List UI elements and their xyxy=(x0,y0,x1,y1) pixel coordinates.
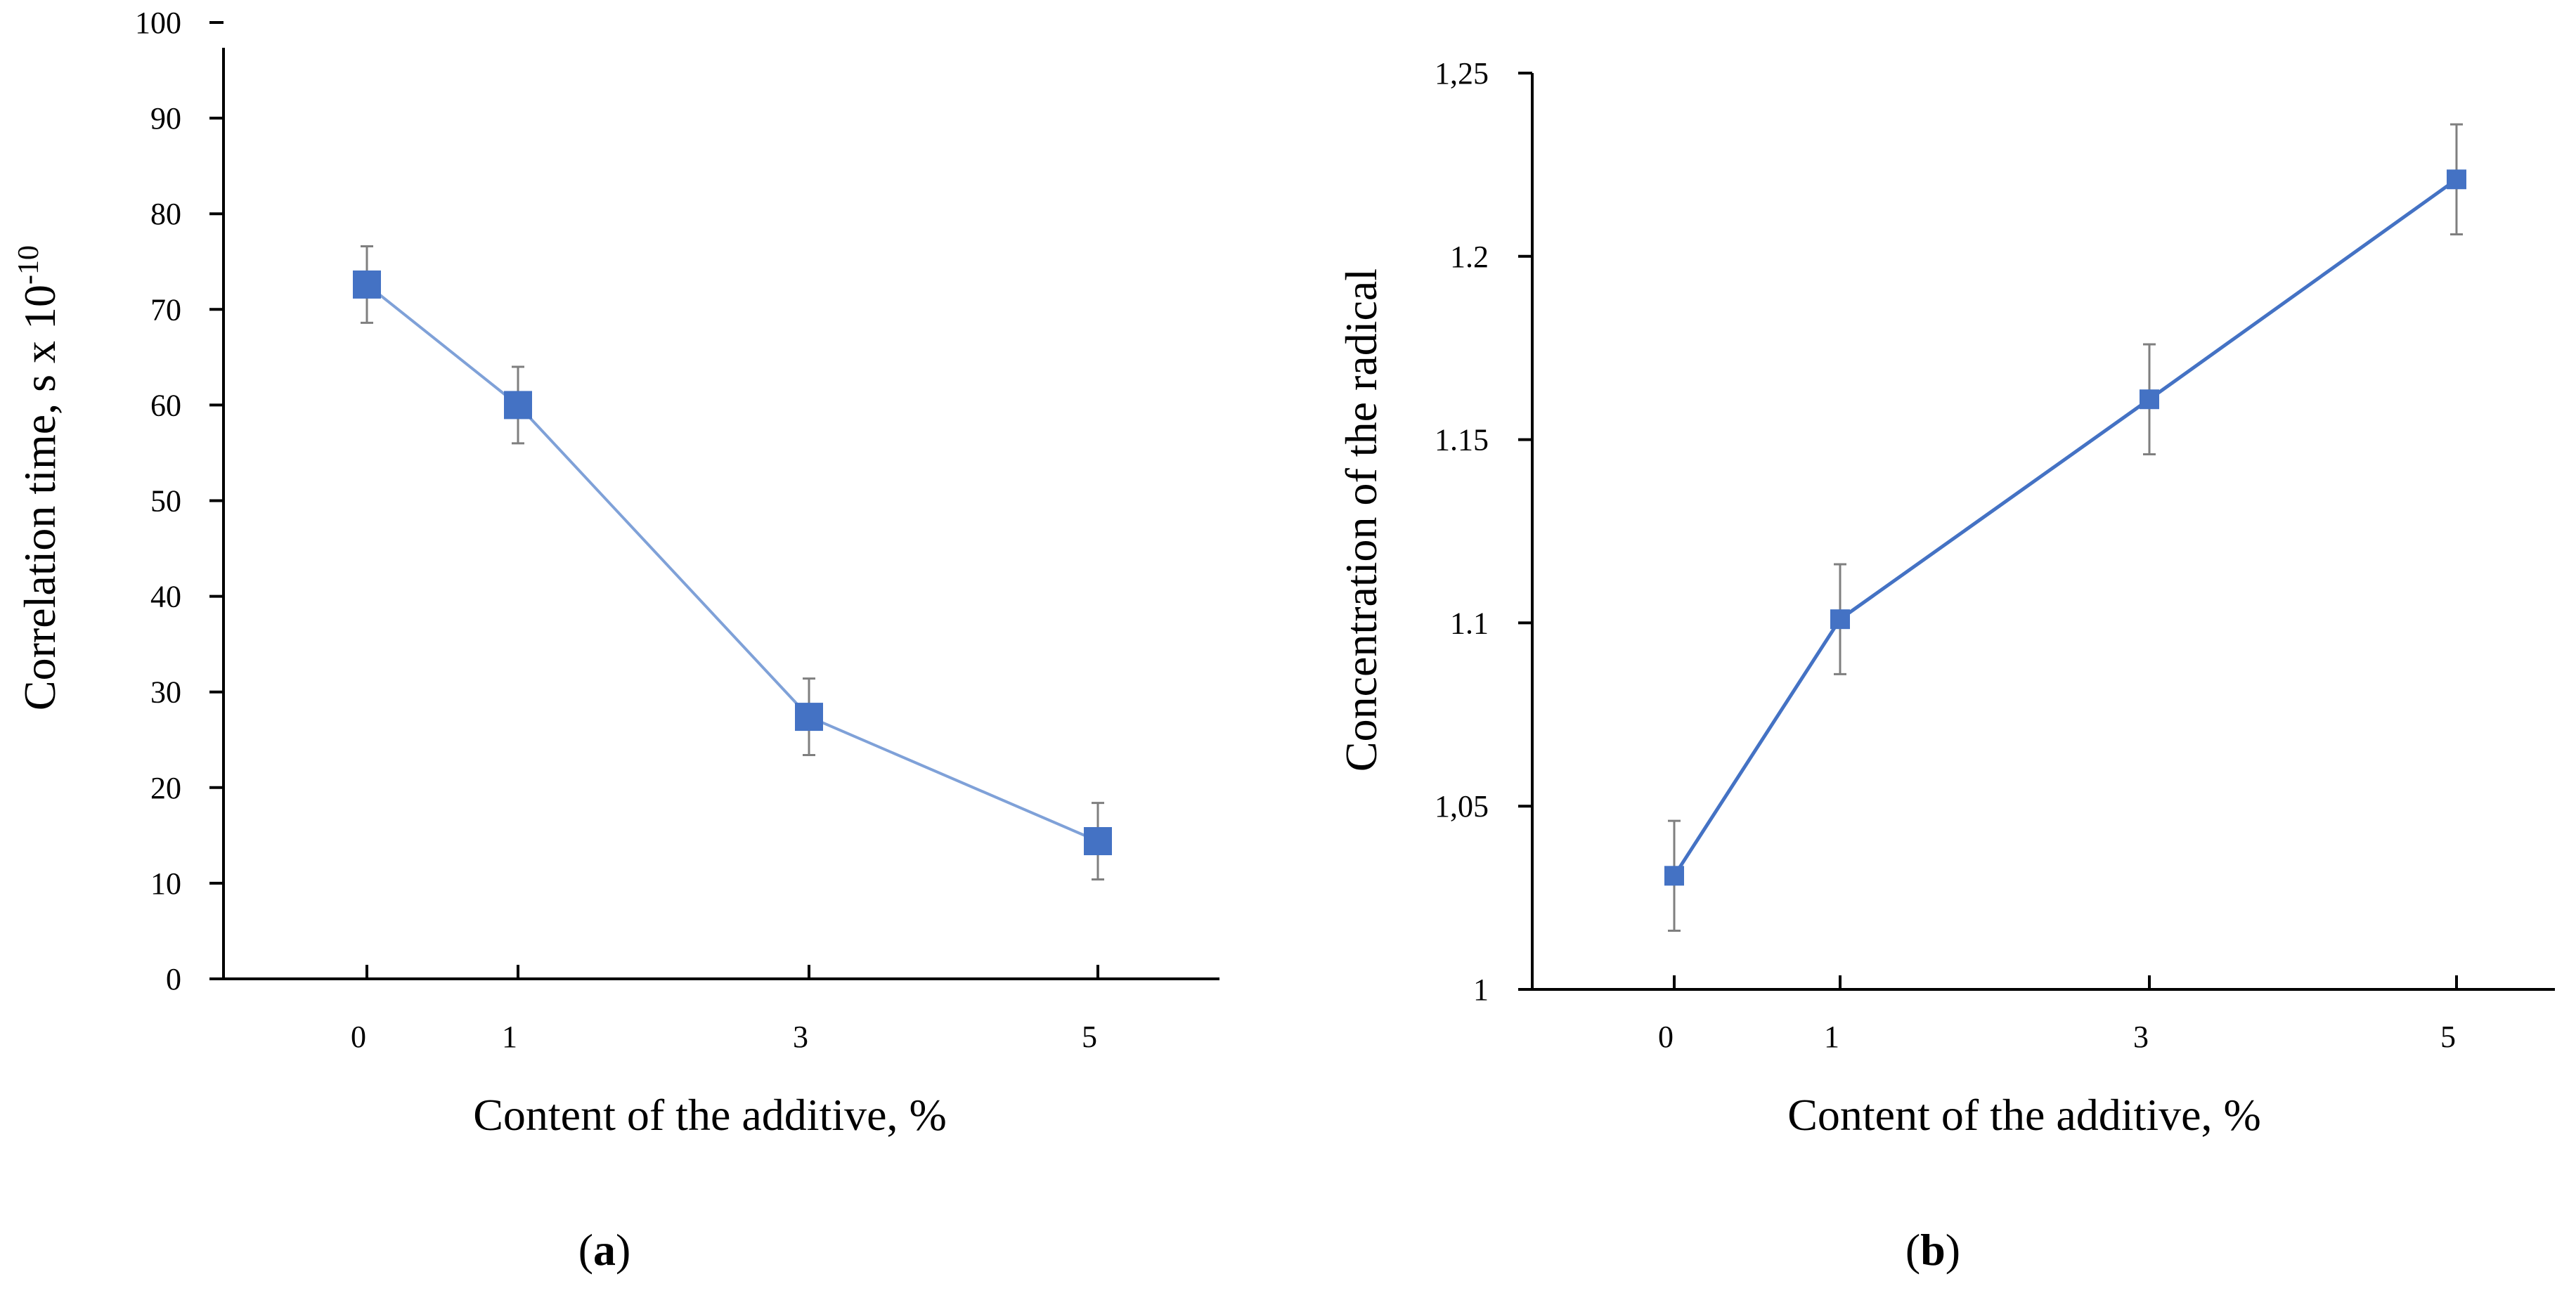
chart-b-y-tick-label: 1.1 xyxy=(1450,606,1489,640)
chart-b-x-tick-label: 5 xyxy=(2440,1020,2456,1054)
chart-a-y-tick-label: 80 xyxy=(150,197,181,231)
chart-a-x-tick-label: 5 xyxy=(1082,1020,1097,1054)
chart-b-y-tick-label: 1 xyxy=(1473,973,1489,1007)
chart-b-data-point xyxy=(1664,866,1684,886)
chart-a-data-point xyxy=(795,703,823,732)
chart-a-data-point xyxy=(353,270,381,299)
chart-a-error-bars xyxy=(361,245,1104,880)
chart-a-y-tick-label: 90 xyxy=(150,101,181,136)
chart-a-data-point xyxy=(504,391,532,420)
chart-a-data-point xyxy=(1084,827,1112,856)
chart-b-x-tick-label: 1 xyxy=(1824,1020,1839,1054)
chart-b-y-tick-label: 1.15 xyxy=(1435,423,1489,457)
chart-a-panel-label: (a) xyxy=(578,1225,631,1275)
chart-b: 1 1,05 1.1 1.15 1.2 1,25 0 1 3 5 Concentration o… xyxy=(1336,56,2555,1275)
chart-a-x-ticks: 0 1 3 5 xyxy=(351,965,1099,1054)
chart-b-y-axis-title: Concentration of the radical xyxy=(1336,268,1386,772)
chart-b-y-tick-label: 1,05 xyxy=(1435,789,1489,824)
chart-a-y-tick-label: 70 xyxy=(150,292,181,327)
chart-a-x-tick-label: 0 xyxy=(351,1020,366,1054)
chart-a-y-tick-label: 100 xyxy=(135,6,181,40)
chart-b-points xyxy=(1664,169,2466,886)
chart-b-x-axis-title: Content of the additive, % xyxy=(1787,1090,2261,1140)
chart-b-data-point xyxy=(2140,389,2159,410)
chart-b-x-tick-label: 3 xyxy=(2133,1020,2149,1054)
chart-a-y-tick-label: 10 xyxy=(150,866,181,901)
chart-b-x-tick-label: 0 xyxy=(1658,1020,1674,1054)
chart-b-data-point xyxy=(2447,169,2466,190)
chart-b-error-bars xyxy=(1668,123,2463,932)
chart-a: 0 10 20 30 40 50 60 70 80 90 100 0 1 3 5 Correlation … xyxy=(13,6,1219,1275)
chart-a-y-axis-title: Correlation time, s x 10-10 xyxy=(13,245,65,710)
chart-b-panel-label: (b) xyxy=(1905,1225,1960,1275)
chart-a-y-tick-label: 60 xyxy=(150,388,181,422)
chart-b-y-tick-label: 1,25 xyxy=(1435,56,1489,91)
chart-a-x-tick-label: 1 xyxy=(502,1020,517,1054)
chart-b-data-point xyxy=(1830,609,1850,630)
chart-a-y-tick-label: 40 xyxy=(150,580,181,614)
chart-a-series-line xyxy=(365,283,1099,843)
chart-a-y-tick-label: 0 xyxy=(166,962,181,996)
chart-a-points xyxy=(353,270,1112,856)
chart-a-x-tick-label: 3 xyxy=(793,1020,808,1054)
chart-b-y-ticks: 1 1,05 1.1 1.15 1.2 1,25 xyxy=(1435,56,1532,1007)
chart-a-x-axis-title: Content of the additive, % xyxy=(473,1090,947,1140)
chart-a-y-ticks: 0 10 20 30 40 50 60 70 80 90 100 xyxy=(135,6,224,996)
chart-b-series-line xyxy=(1672,178,2458,877)
chart-a-y-tick-label: 30 xyxy=(150,675,181,710)
chart-a-y-tick-label: 20 xyxy=(150,771,181,805)
chart-b-x-ticks: 0 1 3 5 xyxy=(1658,975,2458,1054)
chart-b-y-tick-label: 1.2 xyxy=(1450,240,1489,274)
chart-a-y-tick-label: 50 xyxy=(150,484,181,519)
